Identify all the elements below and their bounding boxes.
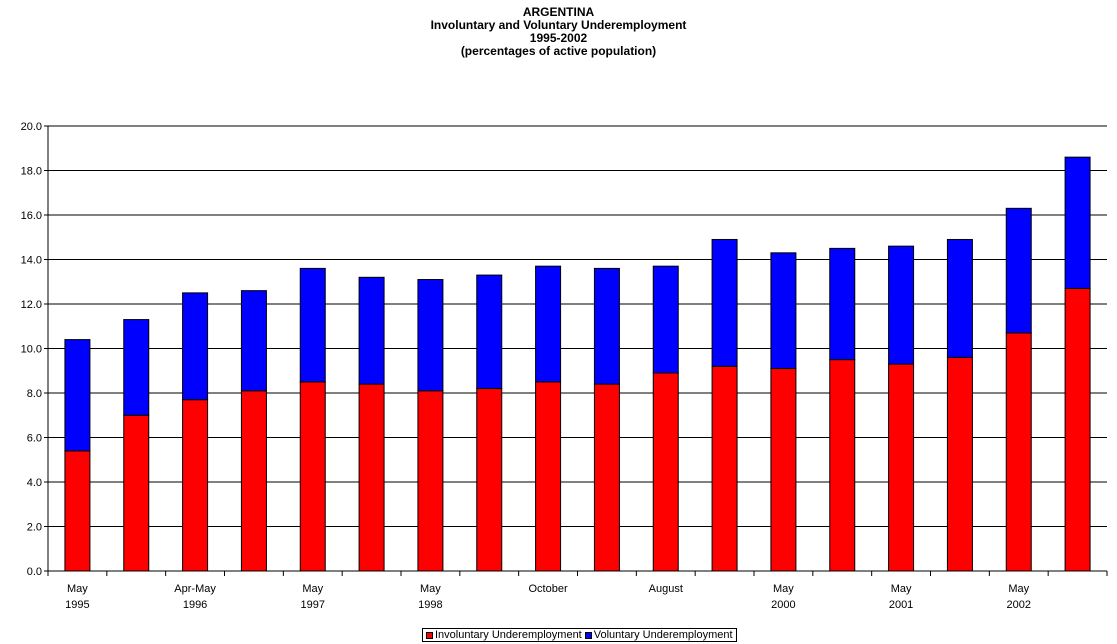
bar-involuntary <box>770 368 797 572</box>
x-tick-label: May <box>420 583 441 595</box>
x-tick-label: Apr-May <box>174 583 216 595</box>
x-tick-label: May <box>67 583 88 595</box>
legend: Involuntary Underemployment Voluntary Un… <box>422 628 737 642</box>
y-tick-label: 12.0 <box>21 299 42 311</box>
bar-voluntary <box>770 252 797 370</box>
y-tick-label: 10.0 <box>21 344 42 356</box>
legend-label-voluntary: Voluntary Underemployment <box>593 629 733 641</box>
bar-voluntary <box>64 339 91 452</box>
legend-swatch-voluntary <box>584 631 592 639</box>
bar-voluntary <box>476 274 503 390</box>
x-tick-label: August <box>649 583 683 595</box>
bar-involuntary <box>1005 332 1032 572</box>
chart-title: ARGENTINA <box>522 5 595 19</box>
bar-voluntary <box>299 267 326 383</box>
bar-involuntary <box>888 363 915 572</box>
bar-involuntary <box>476 388 503 572</box>
legend-item-voluntary: Voluntary Underemployment <box>584 629 733 641</box>
bar-voluntary <box>946 238 973 358</box>
legend-label-involuntary: Involuntary Underemployment <box>435 629 582 641</box>
bar-voluntary <box>888 245 915 365</box>
legend-swatch-involuntary <box>426 631 433 639</box>
x-tick-label: May <box>302 583 323 595</box>
x-tick-label: 1997 <box>301 599 325 611</box>
bar-involuntary <box>946 356 973 572</box>
x-tick-label: 1995 <box>65 599 89 611</box>
bar-voluntary <box>240 290 267 392</box>
bar-voluntary <box>593 267 620 385</box>
legend-item-involuntary: Involuntary Underemployment <box>426 629 582 641</box>
bar-involuntary <box>123 414 150 572</box>
bar-voluntary <box>829 247 856 361</box>
bar-voluntary <box>123 319 150 416</box>
bar-involuntary <box>1064 287 1091 572</box>
x-tick-label: 2000 <box>771 599 795 611</box>
y-tick-label: 14.0 <box>21 255 42 267</box>
bar-involuntary <box>182 399 209 572</box>
bar-voluntary <box>358 276 385 385</box>
bar-involuntary <box>593 383 620 572</box>
chart-subtitle-2: 1995-2002 <box>529 31 588 45</box>
y-tick-label: 6.0 <box>27 433 42 445</box>
x-tick-label: 2001 <box>889 599 913 611</box>
bar-voluntary <box>652 265 679 374</box>
x-tick-label: 2002 <box>1007 599 1031 611</box>
x-tick-label: October <box>529 583 568 595</box>
y-tick-label: 18.0 <box>21 166 42 178</box>
bar-voluntary <box>711 238 738 367</box>
bar-involuntary <box>64 450 91 572</box>
chart-subtitle-1: Involuntary and Voluntary Underemploymen… <box>430 18 687 32</box>
bar-involuntary <box>829 359 856 572</box>
chart-title-block: ARGENTINA Involuntary and Voluntary Unde… <box>0 6 1117 58</box>
x-tick-label: 1996 <box>183 599 207 611</box>
bar-involuntary <box>358 383 385 572</box>
bar-voluntary <box>417 279 444 392</box>
y-tick-label: 16.0 <box>21 210 42 222</box>
bar-involuntary <box>535 381 562 572</box>
bar-involuntary <box>299 381 326 572</box>
x-tick-label: May <box>1008 583 1029 595</box>
bar-voluntary <box>535 265 562 383</box>
x-tick-label: May <box>773 583 794 595</box>
y-tick-label: 8.0 <box>27 388 42 400</box>
bar-voluntary <box>1064 156 1091 289</box>
x-tick-label: May <box>891 583 912 595</box>
bar-voluntary <box>1005 207 1032 334</box>
bar-voluntary <box>182 292 209 401</box>
stacked-bar-chart: 0.0 2.0 4.0 6.0 8.0 10.0 12.0 14.0 16.0 18.0 20.0 M… <box>21 121 1108 611</box>
x-tick-label: 1998 <box>418 599 442 611</box>
bar-involuntary <box>417 390 444 572</box>
y-tick-label: 2.0 <box>27 522 42 534</box>
chart-subtitle-3: (percentages of active population) <box>460 44 657 58</box>
y-tick-label: 20.0 <box>21 121 42 133</box>
y-tick-label: 0.0 <box>27 566 42 578</box>
bar-involuntary <box>240 390 267 572</box>
y-tick-label: 4.0 <box>27 477 42 489</box>
bar-involuntary <box>711 365 738 572</box>
bar-involuntary <box>652 372 679 572</box>
